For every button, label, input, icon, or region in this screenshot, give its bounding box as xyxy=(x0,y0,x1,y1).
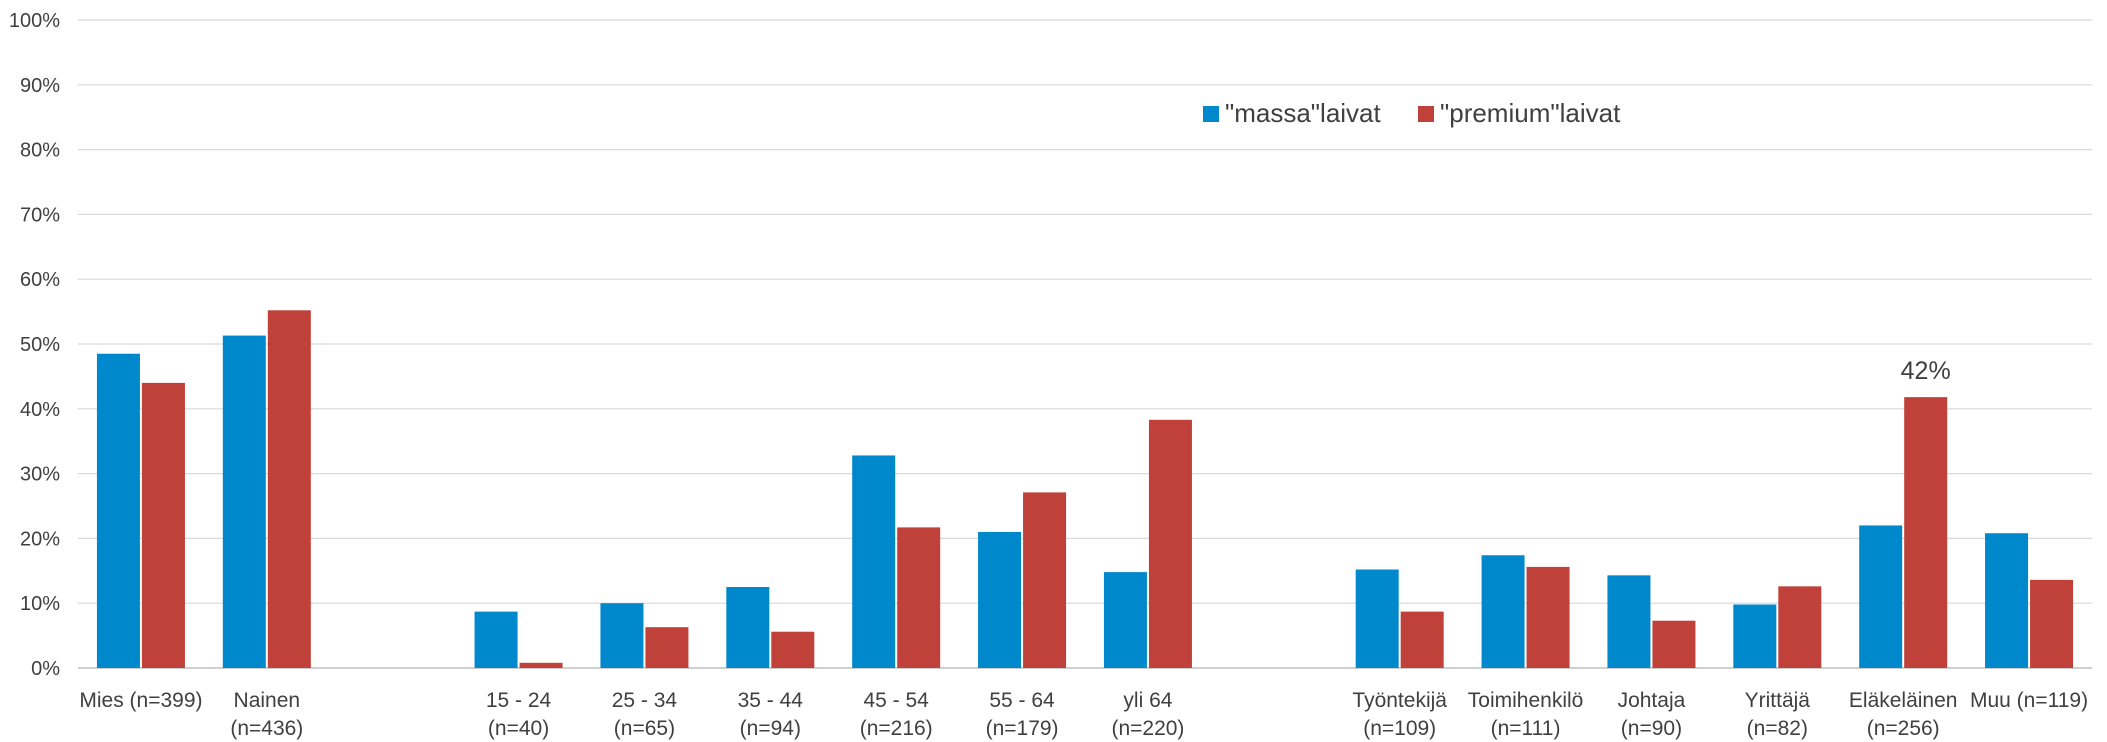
legend: "massa"laivat "premium"laivat xyxy=(1203,98,1621,128)
y-tick-label: 60% xyxy=(20,269,60,291)
y-tick-label: 90% xyxy=(20,75,60,97)
bar-premium xyxy=(519,662,563,668)
bar-massa xyxy=(474,611,518,668)
x-tick-label-n: (n=65) xyxy=(614,717,675,740)
x-tick-label-n: (n=109) xyxy=(1363,717,1436,740)
bar-massa xyxy=(726,587,770,668)
y-tick-label: 100% xyxy=(9,10,60,32)
bar-premium xyxy=(141,382,185,668)
x-tick-label: Johtaja xyxy=(1618,689,1686,712)
x-tick-label: Nainen xyxy=(234,689,301,712)
y-axis: 0% 10% 20% 30% 40% 50% 60% 70% 80% 90% 100% xyxy=(9,10,60,680)
bar-massa xyxy=(1481,555,1525,668)
bar-massa xyxy=(1859,525,1903,668)
x-tick-label: 35 - 44 xyxy=(738,689,804,712)
y-tick-label: 0% xyxy=(31,658,60,680)
x-tick-label: Eläkeläinen xyxy=(1849,689,1958,712)
x-tick-label-n: (n=90) xyxy=(1621,717,1682,740)
bar-premium xyxy=(1526,566,1570,668)
bar-massa xyxy=(222,335,266,668)
x-tick-label-n: (n=216) xyxy=(860,717,933,740)
x-axis: Mies (n=399) Nainen (n=436) 15 - 24 (n=40) 25… xyxy=(79,689,2088,740)
y-tick-label: 10% xyxy=(20,593,60,615)
x-tick-label-n: (n=436) xyxy=(230,717,303,740)
x-tick-label: Mies (n=399) xyxy=(79,689,202,712)
bar-premium xyxy=(771,631,815,668)
x-tick-label: Työntekijä xyxy=(1352,689,1447,712)
x-tick-label-n: (n=256) xyxy=(1867,717,1940,740)
bar-premium xyxy=(267,310,311,668)
bar-massa xyxy=(852,455,896,668)
y-tick-label: 70% xyxy=(20,204,60,226)
legend-swatch-premium xyxy=(1418,106,1434,122)
x-tick-label: yli 64 xyxy=(1123,689,1172,712)
legend-label-premium: "premium"laivat xyxy=(1440,98,1621,128)
data-label: 42% xyxy=(1901,357,1951,385)
legend-label-massa: "massa"laivat xyxy=(1225,98,1382,128)
y-tick-label: 50% xyxy=(20,334,60,356)
x-tick-label: Muu (n=119) xyxy=(1970,689,2088,712)
bar-massa xyxy=(1733,604,1777,668)
x-tick-label: 45 - 54 xyxy=(863,689,929,712)
bar-massa xyxy=(96,353,140,668)
y-tick-label: 40% xyxy=(20,399,60,421)
bar-massa xyxy=(1607,575,1651,668)
x-tick-label-n: (n=220) xyxy=(1111,717,1184,740)
bar-premium xyxy=(1778,586,1822,668)
bar-massa xyxy=(1985,533,2029,668)
legend-swatch-massa xyxy=(1203,106,1219,122)
x-tick-label: 25 - 34 xyxy=(612,689,678,712)
bar-premium xyxy=(1652,620,1696,668)
bar-premium xyxy=(2030,579,2074,668)
x-tick-label: 55 - 64 xyxy=(989,689,1055,712)
x-tick-label-n: (n=82) xyxy=(1747,717,1808,740)
x-tick-label-n: (n=111) xyxy=(1491,717,1561,740)
bar-premium xyxy=(1023,492,1067,668)
data-labels: 42% xyxy=(1901,357,1951,385)
gridlines xyxy=(78,19,2092,669)
bars xyxy=(96,310,2074,668)
y-tick-label: 20% xyxy=(20,528,60,550)
x-tick-label: Yrittäjä xyxy=(1745,689,1811,712)
y-tick-label: 30% xyxy=(20,464,60,486)
bar-massa xyxy=(1355,569,1399,668)
bar-massa xyxy=(1103,572,1147,668)
x-tick-label: 15 - 24 xyxy=(486,689,552,712)
bar-premium xyxy=(645,627,689,668)
y-tick-label: 80% xyxy=(20,140,60,162)
bar-massa xyxy=(978,531,1022,668)
bar-massa xyxy=(600,603,644,668)
x-tick-label: Toimihenkilö xyxy=(1468,689,1584,712)
x-tick-label-n: (n=40) xyxy=(488,717,549,740)
bar-premium xyxy=(1400,611,1444,668)
bar-premium xyxy=(897,527,941,668)
x-tick-label-n: (n=179) xyxy=(986,717,1059,740)
bar-premium xyxy=(1148,419,1192,668)
x-tick-label-n: (n=94) xyxy=(740,717,801,740)
bar-premium xyxy=(1904,397,1948,668)
